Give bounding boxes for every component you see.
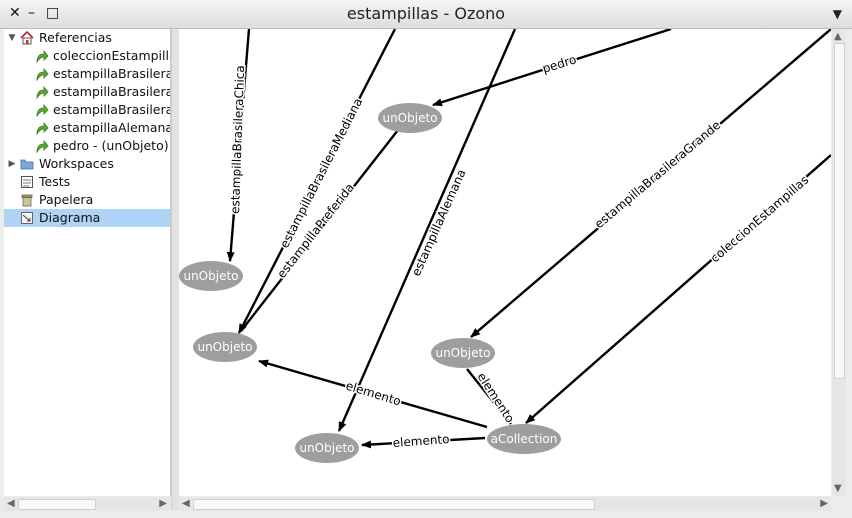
scroll-right-icon[interactable]: ▶ (159, 498, 167, 509)
tree-item-estampillabrasileramediana[interactable]: estampillaBrasileraMediana (4, 101, 170, 119)
edge-elemento (258, 359, 488, 429)
node-label: unObjeto (183, 269, 238, 283)
edge-pedro (432, 29, 672, 107)
canvas-vertical-scrollbar[interactable]: ▲ ▼ (832, 29, 846, 496)
node[interactable]: unObjeto (378, 103, 442, 133)
tree-item-label: estampillaBrasileraGrande (53, 84, 170, 99)
node-label: unObjeto (299, 441, 354, 455)
edge-label: coleccionEstampillas (708, 173, 811, 266)
canvas-horizontal-scrollbar[interactable]: ◀ ▶ (179, 497, 831, 511)
node-ellipse (487, 424, 561, 454)
scroll-thumb[interactable] (193, 499, 595, 510)
tree-item-label: Diagrama (39, 210, 101, 225)
edge-label: elemento (474, 370, 517, 425)
trash-icon (20, 193, 34, 207)
diagram-icon (20, 211, 34, 225)
node-label: unObjeto (382, 111, 437, 125)
scroll-down-icon[interactable]: ▼ (834, 483, 842, 494)
scroll-thumb[interactable] (834, 43, 845, 379)
tree-horizontal-scrollbar[interactable]: ◀ ▶ (4, 497, 170, 511)
node[interactable]: unObjeto (179, 261, 243, 291)
node-ellipse (431, 338, 495, 368)
scroll-thumb[interactable] (18, 499, 96, 510)
tree-item-pedro[interactable]: pedro - (unObjeto) (4, 137, 170, 155)
window-menu-icon[interactable]: ▼ (832, 7, 842, 21)
edge-estampillabrasilerachica (226, 29, 251, 262)
green-arrow-icon (35, 121, 49, 136)
edge-estampillapreferida (240, 129, 399, 332)
tree-item-label: pedro - (unObjeto) (53, 138, 169, 153)
node[interactable]: unObjeto (295, 433, 359, 463)
tree-item-label: estampillaBrasileraChica (53, 66, 170, 81)
diagram-svg: estampillaBrasileraChica estampillaBrasi… (179, 29, 831, 463)
green-arrow-icon (35, 139, 49, 154)
scroll-right-icon[interactable]: ▶ (820, 498, 828, 509)
edge-elemento (466, 368, 512, 425)
node-label: unObjeto (197, 340, 252, 354)
edge-label: estampillaBrasileraChica (228, 65, 247, 214)
expand-toggle-icon[interactable]: ▼ (8, 33, 16, 43)
minimize-icon[interactable]: – (28, 5, 35, 21)
green-arrow-icon (35, 49, 49, 64)
tree-item-label: coleccionEstampillas (53, 48, 171, 63)
node-label: aCollection (491, 432, 558, 446)
diagram-canvas[interactable]: estampillaBrasileraChica estampillaBrasi… (179, 29, 831, 496)
edge-estampillabrasileramediana (237, 29, 397, 334)
tree-panel: ▼ Referencias coleccionEstampillas estam… (4, 29, 171, 496)
folder-icon (20, 157, 34, 171)
green-arrow-icon (35, 103, 49, 118)
node[interactable]: unObjeto (193, 332, 257, 362)
edge-label: elemento (392, 432, 450, 450)
node-ellipse (378, 103, 442, 133)
tree-item-label: Papelera (39, 192, 94, 207)
tree-item-estampillaalemana[interactable]: estampillaAlemana (4, 119, 170, 137)
green-arrow-icon (35, 67, 49, 82)
tree-item-label: Workspaces (39, 156, 114, 171)
node[interactable]: aCollection (487, 424, 561, 454)
tree-item-label: Referencias (39, 30, 112, 45)
expand-toggle-icon[interactable]: ▶ (8, 159, 16, 169)
tree-item-estampillabrasilerachica[interactable]: estampillaBrasileraChica (4, 65, 170, 83)
edge-label: estampillaBrasileraGrande (592, 118, 723, 231)
tree-item-tests[interactable]: Tests (4, 173, 170, 191)
tree-item-label: Tests (39, 174, 71, 189)
title-bar: ✕ – □ estampillas - Ozono ▼ (0, 0, 852, 29)
house-icon (20, 30, 34, 45)
node[interactable]: unObjeto (431, 338, 495, 368)
node-ellipse (179, 261, 243, 291)
tree-item-estampillabrasileragrande[interactable]: estampillaBrasileraGrande (4, 83, 170, 101)
tree-item-label: estampillaBrasileraMediana (53, 102, 171, 117)
close-icon[interactable]: ✕ (9, 5, 21, 21)
tree-item-workspaces[interactable]: ▶ Workspaces (4, 155, 170, 173)
scroll-up-icon[interactable]: ▲ (834, 31, 842, 42)
tree-item-papelera[interactable]: Papelera (4, 191, 170, 209)
window-title: estampillas - Ozono (346, 4, 506, 23)
tree-item-coleccionestampillas[interactable]: coleccionEstampillas (4, 47, 170, 65)
node-ellipse (193, 332, 257, 362)
edge-estampillaalemana (337, 29, 517, 432)
green-arrow-icon (35, 85, 49, 100)
maximize-icon[interactable]: □ (46, 5, 60, 21)
tests-icon (20, 175, 34, 189)
node-ellipse (295, 433, 359, 463)
edge-elemento (361, 436, 486, 449)
tree-item-diagrama[interactable]: Diagrama (4, 209, 170, 227)
edge-estampillabrasileragrande (470, 29, 831, 338)
edge-label: elemento (344, 378, 402, 408)
edge-label: estampillaAlemana (409, 167, 469, 278)
edge-label: pedro (541, 52, 578, 76)
scroll-left-icon[interactable]: ◀ (7, 498, 15, 509)
tree-item-referencias[interactable]: ▼ Referencias (4, 29, 170, 47)
edge-coleccionestampillas (525, 154, 831, 424)
tree-item-label: estampillaAlemana (53, 120, 171, 135)
scroll-left-icon[interactable]: ◀ (182, 498, 190, 509)
node-label: unObjeto (435, 346, 490, 360)
